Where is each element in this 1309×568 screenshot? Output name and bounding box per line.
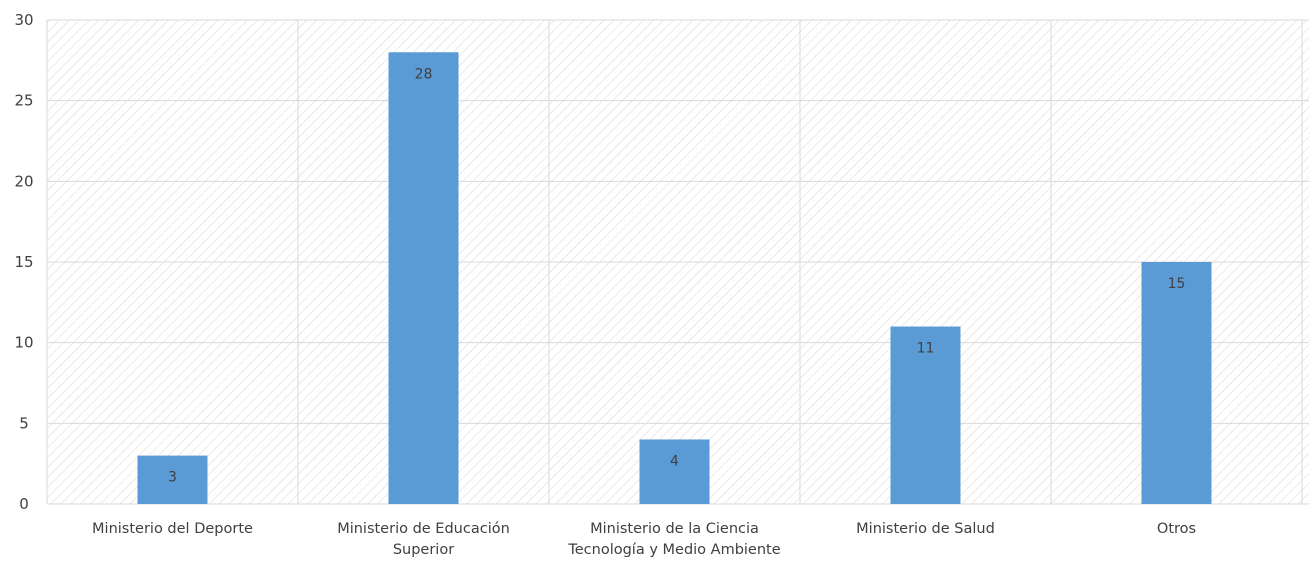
bar — [388, 52, 459, 505]
data-label: 4 — [670, 453, 679, 469]
y-axis-tick-labels: 0 5 10 15 20 25 30 — [14, 11, 33, 513]
y-tick-label: 30 — [14, 11, 33, 29]
y-tick-label: 10 — [14, 334, 33, 352]
gridlines — [46, 19, 1309, 505]
x-category-label: Ministerio del Deporte — [92, 521, 253, 537]
x-axis-category-labels: Ministerio del Deporte Ministerio de Educ… — [92, 521, 1196, 558]
y-tick-label: 15 — [14, 253, 33, 271]
x-category-label: Superior — [393, 542, 454, 558]
data-label: 15 — [1168, 276, 1186, 292]
y-tick-label: 20 — [14, 172, 33, 190]
bar — [137, 455, 208, 504]
x-category-label: Tecnología y Medio Ambiente — [567, 542, 780, 558]
data-label: 28 — [415, 66, 433, 82]
y-tick-label: 5 — [19, 414, 29, 432]
x-category-label: Ministerio de Educación — [337, 521, 510, 537]
bar — [1141, 262, 1212, 504]
y-tick-label: 25 — [14, 92, 33, 110]
bar — [639, 439, 710, 504]
data-label: 11 — [917, 341, 935, 357]
data-labels: 3 28 4 11 15 — [168, 66, 1185, 485]
data-label: 3 — [168, 470, 177, 486]
x-category-label: Ministerio de la Ciencia — [590, 521, 759, 537]
bars — [137, 52, 1212, 505]
y-tick-label: 0 — [19, 495, 29, 513]
bar — [890, 326, 961, 504]
x-category-label: Otros — [1157, 521, 1196, 537]
x-category-label: Ministerio de Salud — [856, 521, 995, 537]
